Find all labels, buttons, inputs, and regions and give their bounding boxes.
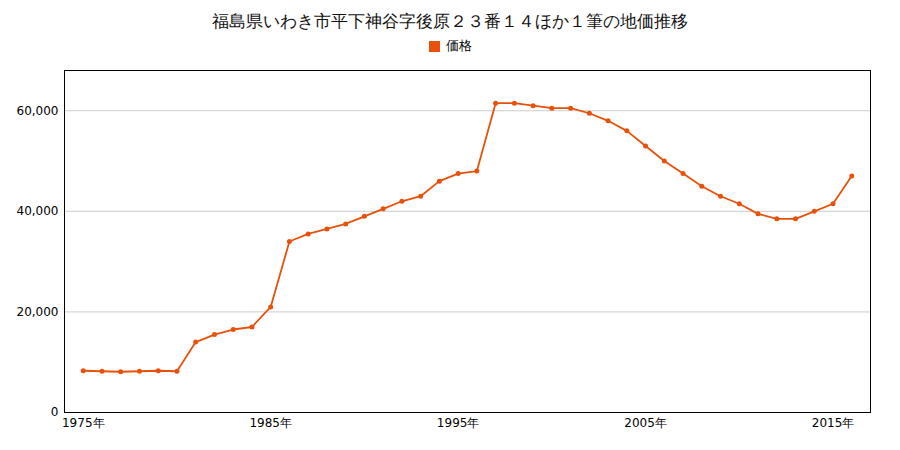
svg-text:60,000: 60,000 [17,104,59,118]
svg-text:2005年: 2005年 [624,416,667,430]
svg-text:40,000: 40,000 [17,204,59,218]
svg-text:1995年: 1995年 [437,416,480,430]
svg-text:1985年: 1985年 [249,416,292,430]
html-text:福島県いわき市平下神谷字後原２３番１４ほか１筆の地価推移: 福島県いわき市平下神谷字後原２３番１４ほか１筆の地価推移 [212,11,688,31]
svg-text:20,000: 20,000 [17,305,59,319]
svg-text:1975年: 1975年 [62,416,105,430]
html-text:価格: 価格 [445,38,472,53]
svg-text:2015年: 2015年 [812,416,855,430]
svg-text:0: 0 [51,405,59,419]
